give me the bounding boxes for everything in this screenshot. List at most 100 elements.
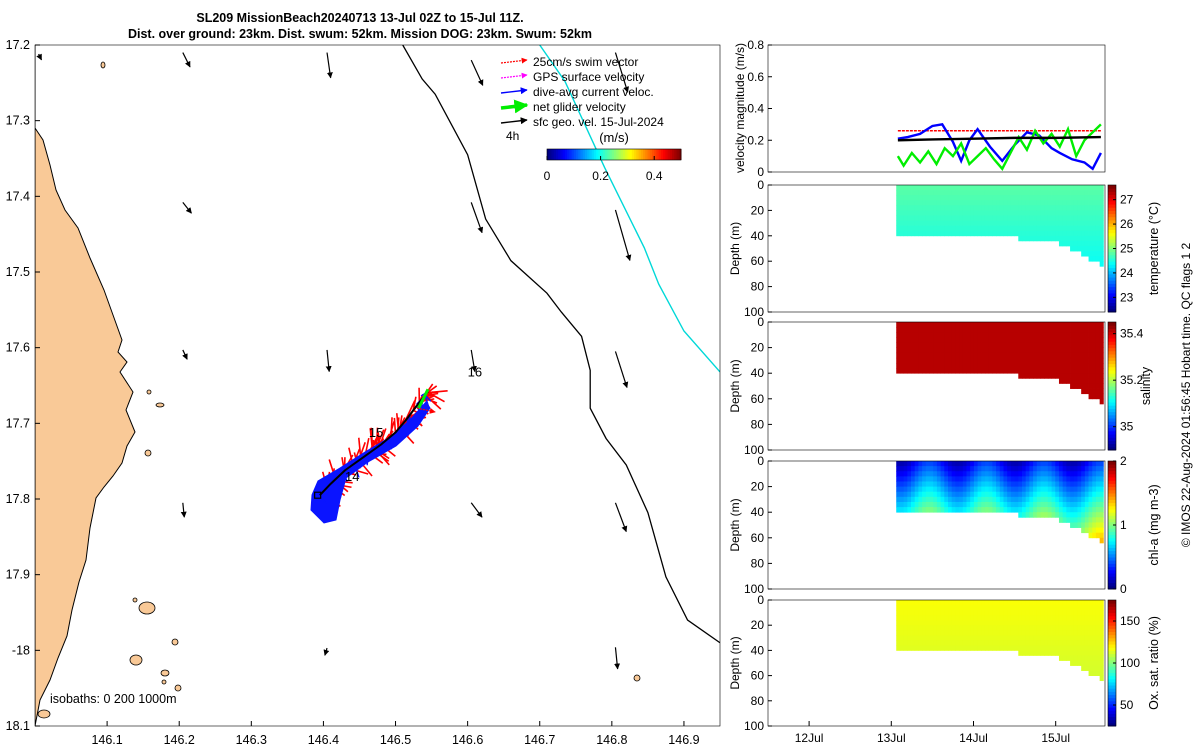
heatmap-cell xyxy=(1084,625,1089,631)
heatmap-cell xyxy=(973,507,978,513)
island xyxy=(37,709,51,719)
heatmap-cell xyxy=(922,215,927,221)
heatmap-cell xyxy=(1055,322,1060,328)
heatmap-cell xyxy=(1099,527,1104,534)
heatmap-cell xyxy=(911,625,916,631)
heatmap-cell xyxy=(1084,461,1089,467)
heatmap-cell xyxy=(925,362,930,369)
heatmap-cell xyxy=(984,332,990,338)
heatmap-cell xyxy=(966,615,971,621)
heatmap-cell xyxy=(918,486,923,493)
heatmap-cell xyxy=(1077,200,1082,206)
heatmap-cell xyxy=(940,491,945,498)
heatmap-cell xyxy=(1051,185,1056,191)
heatmap-cell xyxy=(1044,352,1049,359)
heatmap-cell xyxy=(1077,342,1082,348)
heatmap-cell xyxy=(907,461,912,467)
heatmap-cell xyxy=(1033,362,1038,369)
heatmap-cell xyxy=(1084,195,1089,201)
heatmap-cell xyxy=(933,486,938,493)
heatmap-cell xyxy=(1040,205,1045,211)
heatmap-cell xyxy=(970,322,975,328)
heatmap-cell xyxy=(1073,240,1078,247)
heatmap-cell xyxy=(940,496,945,503)
heatmap-cell xyxy=(1088,378,1093,384)
heatmap-cell xyxy=(1081,200,1086,206)
heatmap-cell xyxy=(996,357,1001,364)
heatmap-cell xyxy=(1058,461,1064,467)
heatmap-cell xyxy=(1081,230,1086,237)
dac-vector xyxy=(335,478,340,486)
heatmap-cell xyxy=(1077,235,1082,242)
heatmap-cell xyxy=(944,635,949,641)
heatmap-cell xyxy=(1070,605,1075,611)
heatmap-cell xyxy=(1073,322,1078,328)
heatmap-cell xyxy=(1077,476,1082,482)
heatmap-cell xyxy=(984,215,990,221)
heatmap-cell xyxy=(903,185,908,191)
heatmap-cell xyxy=(1062,195,1067,201)
heatmap-cell xyxy=(929,327,934,333)
heatmap-cell xyxy=(955,507,960,513)
day-label: 15 xyxy=(369,425,383,440)
colorbar-cell xyxy=(1108,525,1116,529)
heatmap-cell xyxy=(1014,635,1019,641)
heatmap-cell xyxy=(955,190,960,196)
heatmap-cell xyxy=(944,461,949,467)
heatmap-cell xyxy=(1007,230,1012,237)
heatmap-cell xyxy=(1014,610,1019,616)
heatmap-cell xyxy=(948,337,953,343)
heatmap-cell xyxy=(1047,615,1052,621)
heatmap-cell xyxy=(1062,332,1067,338)
heatmap-cell xyxy=(1040,342,1045,348)
heatmap-cell xyxy=(925,645,930,651)
heatmap-cell xyxy=(1033,327,1038,333)
heatmap-cell xyxy=(1088,496,1093,503)
heatmap-cell xyxy=(966,640,971,646)
heatmap-cell xyxy=(962,507,967,513)
heatmap-cell xyxy=(1025,501,1030,508)
heatmap-cell xyxy=(1095,352,1101,359)
colorbar-tick-label: 35.4 xyxy=(1120,327,1144,341)
time-axis: 12Jul 13Jul 14Jul 15Jul xyxy=(795,721,1070,745)
heatmap-cell xyxy=(1051,476,1056,482)
heatmap-cell xyxy=(959,610,964,616)
swim-vector xyxy=(417,407,436,414)
heatmap-cell xyxy=(955,471,960,477)
colorbar-cell xyxy=(611,149,615,160)
colorbar-cell xyxy=(1108,302,1116,307)
heatmap-cell xyxy=(1092,507,1097,513)
heatmap-cell xyxy=(1081,496,1086,503)
y-tick-label: 40 xyxy=(751,505,765,519)
heatmap-cell xyxy=(951,352,956,359)
heatmap-cell xyxy=(959,600,964,606)
heatmap-cell xyxy=(925,615,930,621)
heatmap-cell xyxy=(899,205,905,211)
heatmap-cell xyxy=(922,501,927,508)
heatmap-cell xyxy=(933,461,938,467)
colorbar-cell xyxy=(549,149,552,160)
colorbar-cell xyxy=(1108,650,1116,655)
heatmap-cell xyxy=(988,368,993,374)
heatmap-cell xyxy=(1055,481,1060,487)
heatmap-cell xyxy=(951,190,956,196)
heatmap-cell xyxy=(1070,507,1075,513)
heatmap-cell xyxy=(903,635,908,641)
heatmap-cell xyxy=(1077,496,1082,503)
current-arrow xyxy=(470,502,483,518)
heatmap-cell xyxy=(1014,205,1019,211)
heatmap-cell xyxy=(1095,527,1101,534)
heatmap-cell xyxy=(1095,620,1101,626)
island xyxy=(146,389,152,395)
heatmap-cell xyxy=(1040,481,1045,487)
heatmap-cell xyxy=(1081,486,1086,493)
heatmap-cell xyxy=(1081,352,1086,359)
island xyxy=(171,638,179,646)
heatmap-cell xyxy=(1070,522,1075,528)
heatmap-cell xyxy=(918,605,923,611)
heatmap-cell xyxy=(970,195,975,201)
dac-vector xyxy=(366,453,370,466)
heatmap-cell xyxy=(1051,625,1056,631)
colorbar-cell xyxy=(1108,493,1116,497)
heatmap-cell xyxy=(1007,210,1012,216)
